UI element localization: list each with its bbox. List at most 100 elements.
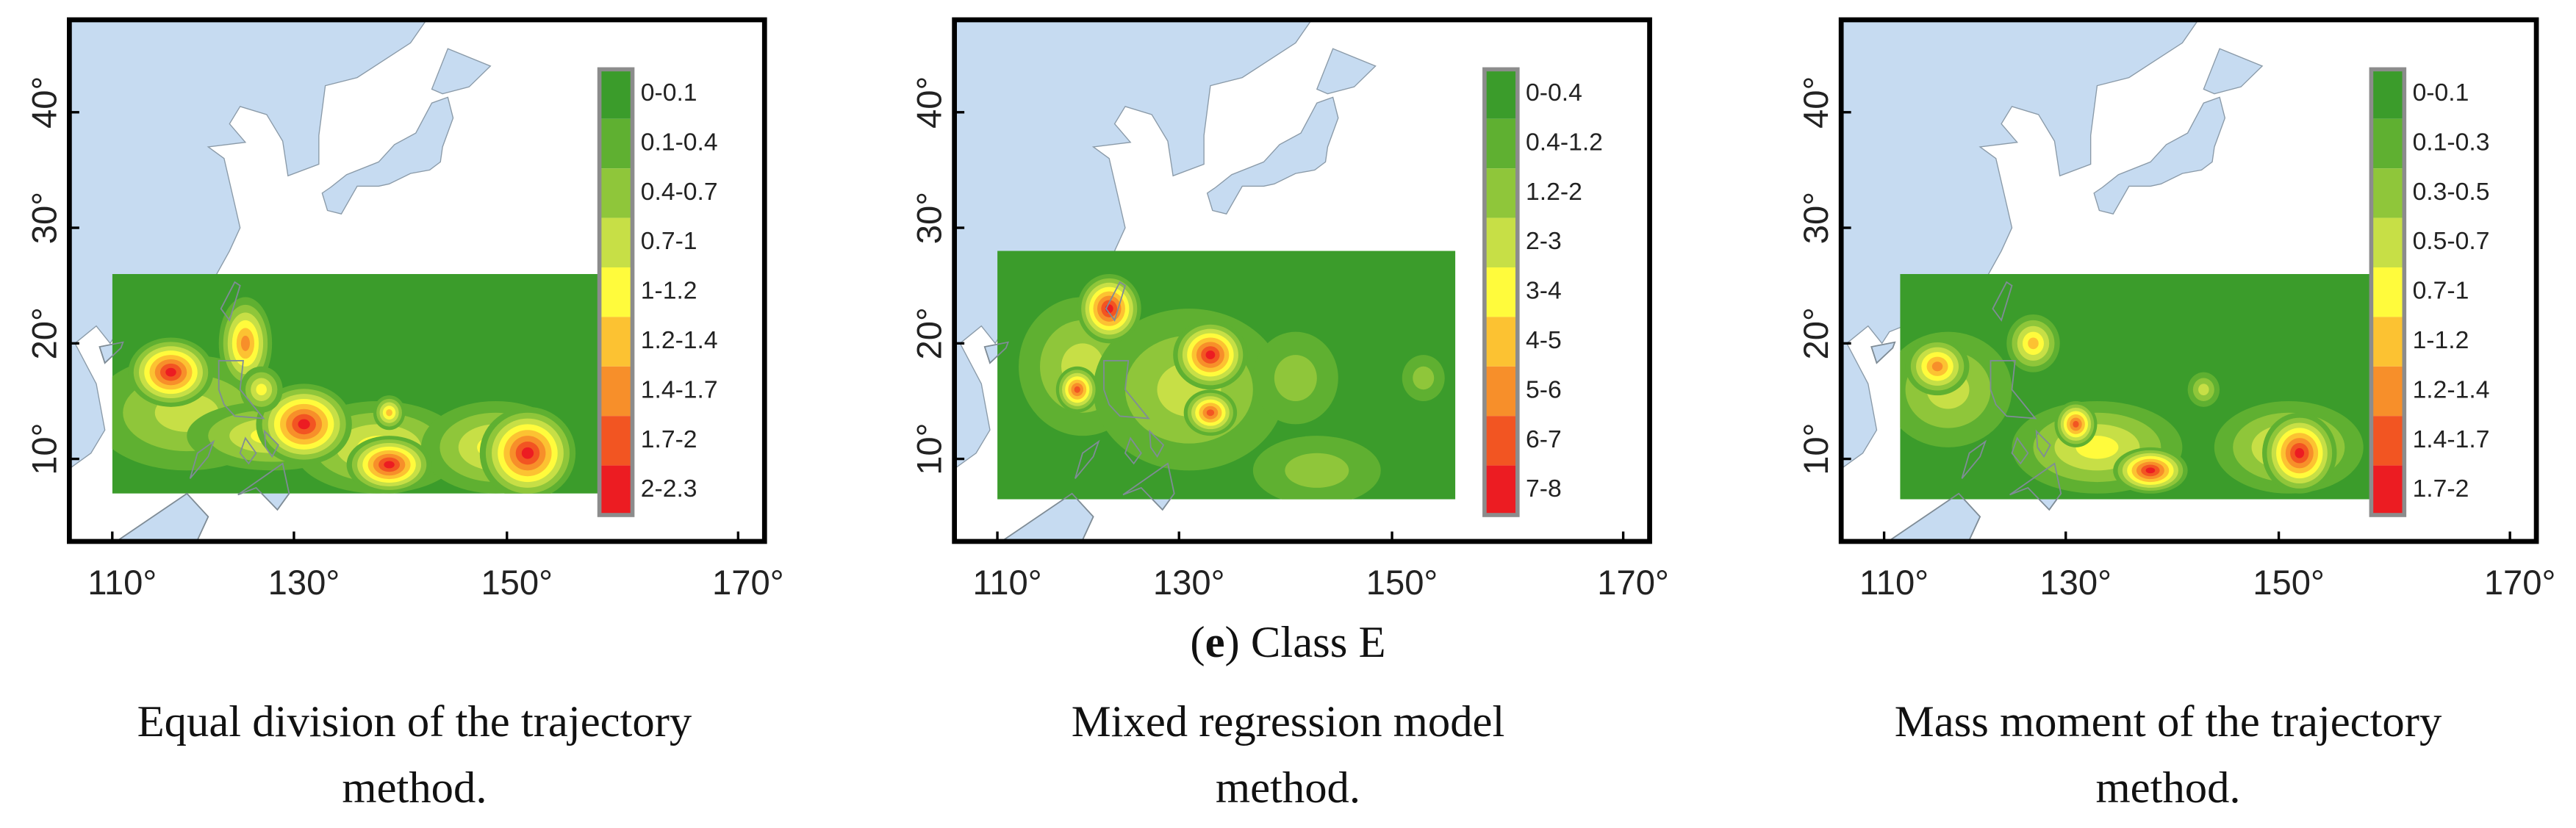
island-outline xyxy=(1103,360,1150,420)
x-tick-label: 130° xyxy=(268,563,340,602)
density-contour xyxy=(165,367,176,377)
density-contour xyxy=(256,384,267,396)
legend-label: 1-1.2 xyxy=(2413,326,2469,354)
legend-label: 3-4 xyxy=(1526,277,1562,305)
y-tick-label: 10° xyxy=(910,422,949,475)
legend-frame xyxy=(597,67,635,517)
legend-label: 4-5 xyxy=(1526,326,1562,354)
map-frame xyxy=(66,17,767,544)
land xyxy=(431,48,492,95)
legend-label: 0.4-1.2 xyxy=(1526,128,1603,156)
legend-swatch xyxy=(2371,118,2405,169)
legend-swatch xyxy=(599,366,633,417)
y-tick-label: 30° xyxy=(910,192,949,244)
panel-caption: Equal division of the trajectory xyxy=(137,697,692,746)
y-tick-label: 30° xyxy=(1796,192,1835,244)
legend-swatch xyxy=(1484,118,1518,169)
legend-swatch xyxy=(599,465,633,516)
land xyxy=(954,19,1313,469)
legend-label: 1.7-2 xyxy=(2413,475,2469,503)
legend-swatch xyxy=(599,317,633,367)
legend-swatch xyxy=(2371,366,2405,417)
x-tick-label: 130° xyxy=(2039,563,2112,602)
legend-label: 0-0.1 xyxy=(641,79,697,107)
legend-frame xyxy=(2369,67,2407,517)
panel-caption: method. xyxy=(1216,763,1360,813)
legend-swatch xyxy=(599,168,633,218)
legend-swatch xyxy=(1484,168,1518,218)
land xyxy=(1206,96,1339,215)
x-tick-label: 150° xyxy=(2253,563,2325,602)
density-contour xyxy=(298,419,310,430)
island-outline xyxy=(1990,360,2037,420)
caption-part: ( xyxy=(1190,618,1205,667)
density-field xyxy=(1900,273,2375,500)
legend-label: 1.2-1.4 xyxy=(2413,375,2490,403)
legend-swatch xyxy=(2371,267,2405,317)
map-body xyxy=(1841,19,2375,541)
legend-swatch xyxy=(599,69,633,119)
legend-label: 0.4-0.7 xyxy=(641,178,718,206)
legend-label: 0.5-0.7 xyxy=(2413,227,2490,255)
x-tick-label: 130° xyxy=(1153,563,1225,602)
y-tick-label: 40° xyxy=(910,76,949,129)
legend-frame xyxy=(1482,67,1520,517)
caption-part: ) Class E xyxy=(1225,618,1386,667)
panel-caption: method. xyxy=(342,763,487,813)
map-frame xyxy=(952,17,1652,544)
x-tick-label: 150° xyxy=(1366,563,1438,602)
density-contour xyxy=(1205,350,1216,359)
legend-swatch xyxy=(599,118,633,169)
panel-caption: Mixed regression model xyxy=(1072,697,1505,746)
land xyxy=(1870,341,1896,364)
legend-swatch xyxy=(599,267,633,317)
x-tick-label: 170° xyxy=(712,563,784,602)
legend-label: 2-3 xyxy=(1526,227,1562,255)
density-contour xyxy=(2073,420,2079,428)
island-outline xyxy=(189,439,215,479)
density-field xyxy=(112,273,603,494)
legend-label: 1-1.2 xyxy=(641,277,697,305)
density-contour xyxy=(1413,366,1435,390)
land xyxy=(1841,19,2199,469)
legend-swatch xyxy=(1484,69,1518,119)
island-outline xyxy=(2035,429,2051,458)
legend-swatch xyxy=(1484,217,1518,267)
legend-label: 1.4-1.7 xyxy=(641,375,718,403)
panel-caption: Mass moment of the trajectory xyxy=(1895,697,2442,746)
island-outline xyxy=(218,360,265,420)
figure-caption: (e) Class E xyxy=(1190,618,1385,667)
panel-caption: method. xyxy=(2095,763,2240,813)
land xyxy=(2203,48,2264,95)
x-tick-label: 110° xyxy=(1859,563,1929,602)
land xyxy=(321,96,454,215)
legend-label: 0-0.4 xyxy=(1526,79,1582,107)
legend-label: 2-2.3 xyxy=(641,475,697,503)
map-panel: 110° 130° 150° 170° 10° 20° 30° 40° 0-0.4 0.4-1.2… xyxy=(910,17,1669,602)
land xyxy=(69,19,428,469)
density-contour xyxy=(1274,355,1317,401)
legend-swatch xyxy=(2371,416,2405,466)
x-tick-label: 170° xyxy=(2484,563,2556,602)
density-contour xyxy=(2295,447,2305,458)
legend-swatch xyxy=(599,416,633,466)
legend-label: 0.1-0.3 xyxy=(2413,128,2490,156)
island-outline xyxy=(983,341,1010,364)
island-outline xyxy=(263,429,279,458)
legend-label: 0.1-0.4 xyxy=(641,128,718,156)
legend-swatch xyxy=(1484,317,1518,367)
caption-label: e xyxy=(1205,618,1225,667)
legend-swatch xyxy=(2371,465,2405,516)
legend-label: 1.7-2 xyxy=(641,425,697,453)
density-contour xyxy=(1285,453,1349,488)
legend-swatch xyxy=(1484,366,1518,417)
legend-label: 7-8 xyxy=(1526,475,1562,503)
island-outline xyxy=(98,341,124,364)
density-contour xyxy=(1206,409,1215,417)
island-outline xyxy=(1961,439,1987,479)
x-tick-label: 150° xyxy=(481,563,553,602)
island-outline xyxy=(2011,436,2029,465)
density-field xyxy=(997,251,1456,500)
island-outline xyxy=(1074,439,1100,479)
